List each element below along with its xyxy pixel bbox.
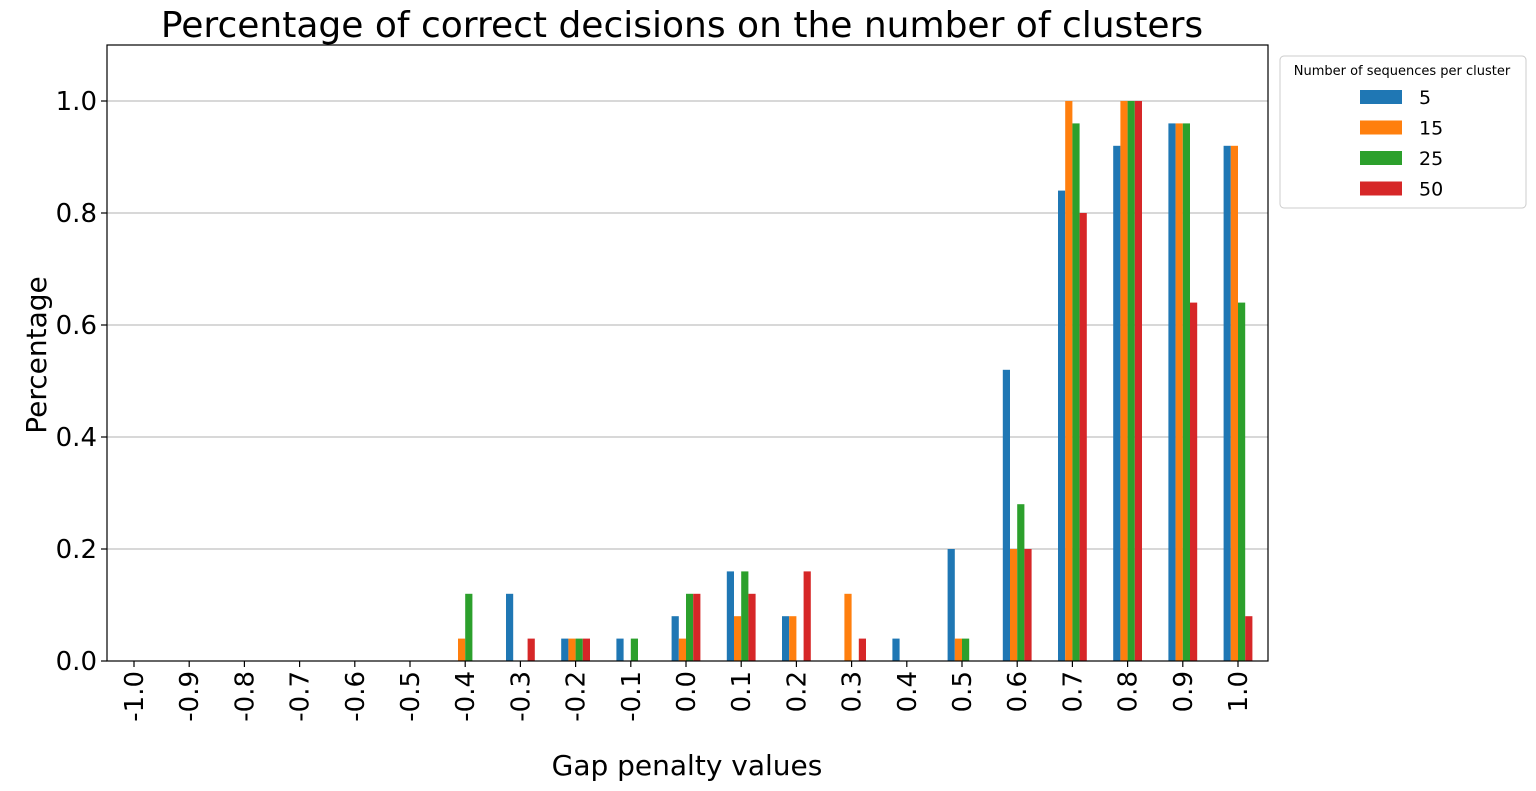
legend-swatch-50 bbox=[1360, 181, 1402, 196]
plot-frame bbox=[106, 44, 1269, 662]
gridlines bbox=[107, 100, 1268, 662]
legend-swatch-25 bbox=[1360, 151, 1402, 165]
bar-series-5--0.2 bbox=[561, 638, 569, 661]
bar-series-25--0.4 bbox=[465, 593, 473, 661]
y-tick-label: 0.4 bbox=[56, 423, 97, 453]
x-tick-label: 0.6 bbox=[1003, 671, 1033, 712]
y-axis: 0.0 0.2 0.4 0.6 0.8 1.0 bbox=[56, 87, 107, 677]
bar-series-15-0.9 bbox=[1175, 123, 1183, 661]
bar-series-5-0.2 bbox=[782, 616, 790, 661]
bar-series-25-0.9 bbox=[1182, 123, 1190, 661]
y-tick-label: 0.6 bbox=[56, 311, 97, 341]
bar-series-15-0.6 bbox=[1010, 549, 1018, 661]
bar-series-5-0.6 bbox=[1002, 369, 1010, 661]
legend-label-15: 15 bbox=[1419, 118, 1443, 140]
bar-series-5-0.0 bbox=[671, 616, 679, 661]
legend-label-5: 5 bbox=[1419, 87, 1431, 109]
y-tick-label: 0.2 bbox=[56, 535, 97, 565]
x-tick-label: 0.8 bbox=[1114, 671, 1144, 712]
legend-label-50: 50 bbox=[1419, 179, 1443, 201]
chart-title: Percentage of correct decisions on the n… bbox=[161, 5, 1203, 46]
bar-series-50--0.3 bbox=[527, 638, 535, 661]
bar-series-5-1.0 bbox=[1223, 145, 1231, 662]
bar-series-5-0.8 bbox=[1113, 145, 1121, 662]
x-tick-label: -0.7 bbox=[286, 671, 316, 722]
legend-swatch-5 bbox=[1360, 90, 1402, 104]
bar-series-5-0.4 bbox=[892, 638, 900, 661]
bar-series-15-0.7 bbox=[1065, 101, 1073, 661]
x-tick-label: -1.0 bbox=[120, 671, 150, 722]
legend-title: Number of sequences per cluster bbox=[1294, 64, 1511, 79]
bar-series-15--0.2 bbox=[568, 638, 576, 661]
x-tick-label: 0.7 bbox=[1058, 671, 1088, 712]
bar-series-15-0.2 bbox=[789, 616, 797, 661]
bar-series-5-0.9 bbox=[1168, 123, 1176, 661]
x-tick-label: -0.2 bbox=[562, 671, 592, 722]
x-axis: -1.0 -0.9 -0.8 -0.7 -0.6 -0.5 -0.4 -0.3 -0.2 -0.1… bbox=[120, 661, 1254, 722]
bar-series-15-0.5 bbox=[954, 638, 962, 661]
bar-series-50-0.1 bbox=[748, 593, 756, 661]
bar-series-15-1.0 bbox=[1230, 145, 1238, 662]
bar-series-5-0.5 bbox=[947, 549, 955, 661]
bar-series-25-0.0 bbox=[686, 593, 694, 661]
y-axis-label: Percentage bbox=[20, 276, 53, 434]
x-tick-label: 0.0 bbox=[672, 671, 702, 712]
bar-series-5-0.1 bbox=[726, 571, 734, 661]
bar-series-50-0.6 bbox=[1024, 549, 1032, 661]
bar-series-15-0.1 bbox=[734, 616, 742, 661]
bar-series-25--0.1 bbox=[630, 638, 638, 661]
x-tick-label: -0.4 bbox=[451, 671, 481, 722]
bar-series-15-0.8 bbox=[1120, 101, 1128, 661]
legend-items: 5 15 25 50 bbox=[1360, 87, 1443, 201]
x-tick-label: -0.6 bbox=[341, 671, 371, 722]
x-tick-label: 0.4 bbox=[893, 671, 923, 712]
bar-series-25-0.1 bbox=[741, 571, 749, 661]
x-tick-label: 0.3 bbox=[838, 671, 868, 712]
y-tick-label: 1.0 bbox=[56, 87, 97, 117]
x-tick-label: -0.5 bbox=[396, 671, 426, 722]
bar-series-50-1.0 bbox=[1245, 616, 1253, 661]
x-tick-label: -0.9 bbox=[175, 671, 205, 722]
bar-series-50-0.8 bbox=[1134, 101, 1142, 661]
bar-series-25--0.2 bbox=[575, 638, 583, 661]
bar-series-50-0.0 bbox=[693, 593, 701, 661]
y-tick-label: 0.0 bbox=[56, 647, 97, 677]
bars bbox=[458, 101, 1253, 662]
x-tick-label: -0.8 bbox=[230, 671, 260, 722]
bar-series-5-0.7 bbox=[1058, 190, 1066, 661]
x-tick-label: 0.2 bbox=[782, 671, 812, 712]
x-tick-label: 0.9 bbox=[1169, 671, 1199, 712]
bar-series-50-0.2 bbox=[803, 571, 811, 661]
x-tick-label: 0.5 bbox=[948, 671, 978, 712]
y-tick-label: 0.8 bbox=[56, 199, 97, 229]
bar-series-25-0.7 bbox=[1072, 123, 1080, 661]
bar-series-25-0.5 bbox=[962, 638, 970, 661]
legend-swatch-15 bbox=[1360, 120, 1402, 135]
bar-series-50-0.3 bbox=[858, 638, 866, 661]
x-tick-label: 0.1 bbox=[727, 671, 757, 712]
bar-series-15-0.3 bbox=[844, 593, 852, 661]
bar-series-5--0.3 bbox=[506, 593, 514, 661]
legend-box bbox=[1279, 55, 1527, 209]
x-tick-label: 1.0 bbox=[1224, 671, 1254, 712]
x-axis-label: Gap penalty values bbox=[552, 749, 823, 782]
x-tick-label: -0.3 bbox=[506, 671, 536, 722]
bar-series-25-0.8 bbox=[1127, 101, 1135, 661]
bar-series-50-0.7 bbox=[1079, 213, 1087, 661]
legend: Number of sequences per cluster 5 15 25 50 bbox=[1279, 55, 1527, 209]
bar-series-25-1.0 bbox=[1238, 302, 1246, 661]
bar-series-50--0.2 bbox=[582, 638, 590, 661]
bar-series-5--0.1 bbox=[616, 638, 624, 661]
bar-series-25-0.6 bbox=[1017, 504, 1025, 661]
bar-series-15--0.4 bbox=[458, 638, 466, 661]
x-tick-label: -0.1 bbox=[617, 671, 647, 722]
legend-label-25: 25 bbox=[1419, 148, 1443, 170]
bar-series-50-0.9 bbox=[1190, 302, 1198, 661]
bar-series-15-0.0 bbox=[678, 638, 686, 661]
